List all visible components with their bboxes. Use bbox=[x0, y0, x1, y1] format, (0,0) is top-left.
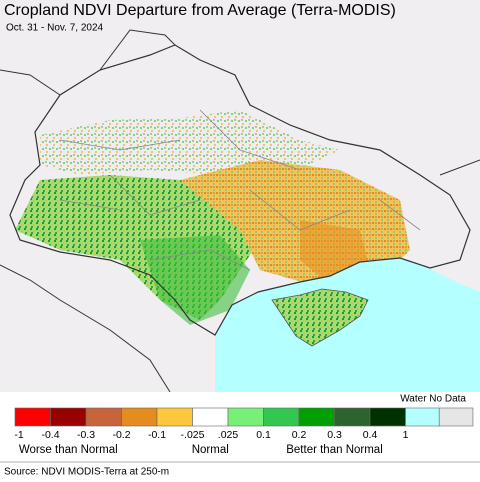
legend-label: 0.4 bbox=[363, 429, 378, 441]
legend-label: 0.3 bbox=[327, 429, 342, 441]
legend-group: Better than Normal bbox=[286, 444, 383, 456]
legend-swatch bbox=[192, 407, 229, 427]
dense-green bbox=[140, 235, 250, 325]
map-subtitle: Oct. 31 - Nov. 7, 2024 bbox=[6, 23, 104, 34]
legend-swatch bbox=[298, 407, 335, 427]
legend-swatch bbox=[334, 407, 371, 427]
legend-group: Normal bbox=[192, 444, 229, 456]
legend-swatch bbox=[263, 407, 300, 427]
legend-label: -.025 bbox=[181, 429, 205, 441]
legend-swatch bbox=[227, 407, 264, 427]
source: Source: NDVI MODIS-Terra at 250-m bbox=[4, 467, 169, 478]
legend-group: Worse than Normal bbox=[19, 444, 118, 456]
map-title: Cropland NDVI Departure from Average (Te… bbox=[4, 2, 396, 19]
country-border bbox=[9, 44, 471, 336]
legend-extra-label: Water No Data bbox=[400, 394, 466, 405]
legend-swatch bbox=[156, 407, 193, 427]
legend-label: -1 bbox=[14, 429, 23, 441]
legend-swatch-extra bbox=[438, 407, 474, 427]
legend-label: -0.3 bbox=[77, 429, 95, 441]
legend-label: 0.2 bbox=[292, 429, 307, 441]
legend-swatch bbox=[121, 407, 158, 427]
legend-label: 0.1 bbox=[256, 429, 271, 441]
legend-swatch bbox=[85, 407, 122, 427]
legend-label: .025 bbox=[218, 429, 239, 441]
neighbor-borders bbox=[0, 29, 480, 393]
legend-label: -0.4 bbox=[41, 429, 59, 441]
legend-swatch bbox=[369, 407, 406, 427]
legend-swatch bbox=[14, 407, 51, 427]
legend: -1 -0.4 -0.3 -0.2 -0.1 -.025 .025 0.1 0.2 0.3 0.4 1… bbox=[14, 407, 474, 456]
legend-label: 1 bbox=[403, 429, 409, 441]
legend-label: -0.1 bbox=[148, 429, 166, 441]
legend-swatch bbox=[50, 407, 87, 427]
region-borders bbox=[59, 109, 421, 271]
legend-label: -0.2 bbox=[112, 429, 130, 441]
legend-swatch-extra bbox=[405, 407, 440, 427]
crimea bbox=[271, 288, 369, 347]
